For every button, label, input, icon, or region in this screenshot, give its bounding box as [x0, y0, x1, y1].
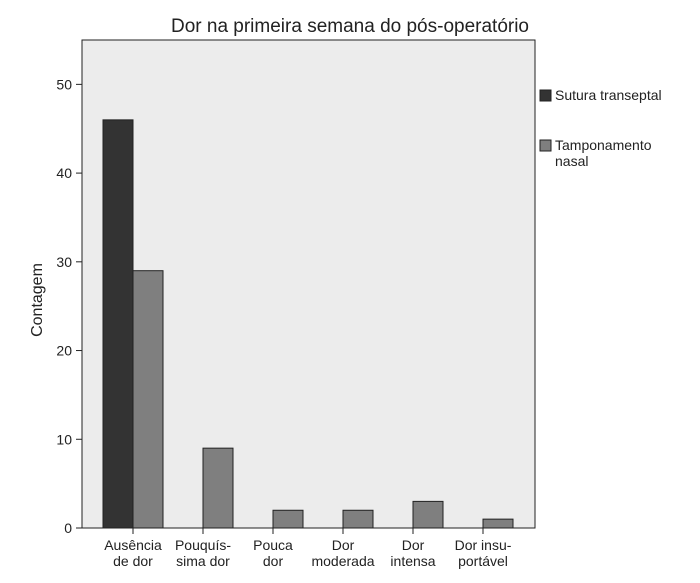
x-tick-label-line: Pouquís- — [175, 537, 231, 553]
x-tick-label-line: Dor — [332, 537, 355, 553]
x-tick-label-line: moderada — [311, 553, 374, 569]
x-tick-label: Ausência de dor — [104, 537, 162, 569]
x-tick-label-line: Dor — [402, 537, 425, 553]
chart-title: Dor na primeira semana do pós-operatório — [171, 16, 529, 37]
bar — [342, 509, 374, 529]
x-tick-label-line: Dor insu- — [455, 537, 512, 553]
x-tick-label-line: dor — [263, 553, 284, 569]
legend-swatch — [539, 89, 552, 102]
legend-swatch — [539, 139, 552, 152]
y-tick-label: 40 — [56, 165, 72, 181]
x-tick-label-line: de dor — [113, 553, 153, 569]
x-tick-label: Pouca dor — [253, 537, 293, 569]
x-tick-label-line: portável — [458, 553, 508, 569]
legend-label: Sutura transeptal — [555, 87, 662, 103]
y-axis-label: Contagem — [29, 263, 46, 337]
x-tick-label: Pouquís-sima dor — [175, 537, 231, 569]
x-tick-label: Dor intensa — [390, 537, 435, 569]
y-tick-label: 30 — [56, 254, 72, 270]
bar — [272, 509, 304, 529]
y-tick-label: 0 — [64, 520, 72, 536]
x-tick-label: Dor moderada — [311, 537, 374, 569]
x-tick-label: Dor insu-portável — [455, 537, 512, 569]
bar — [132, 270, 164, 529]
y-tick-label: 50 — [56, 76, 72, 92]
legend-label: Tamponamento nasal — [555, 137, 652, 169]
y-tick-label: 10 — [56, 431, 72, 447]
bar — [102, 119, 134, 529]
bar — [482, 518, 514, 529]
y-tick-label: 20 — [56, 343, 72, 359]
x-tick-label-line: intensa — [390, 553, 435, 569]
x-tick-label-line: Ausência — [104, 537, 162, 553]
bar — [412, 500, 444, 529]
x-tick-label-line: Pouca — [253, 537, 293, 553]
x-tick-label-line: sima dor — [176, 553, 230, 569]
bar — [202, 447, 234, 529]
